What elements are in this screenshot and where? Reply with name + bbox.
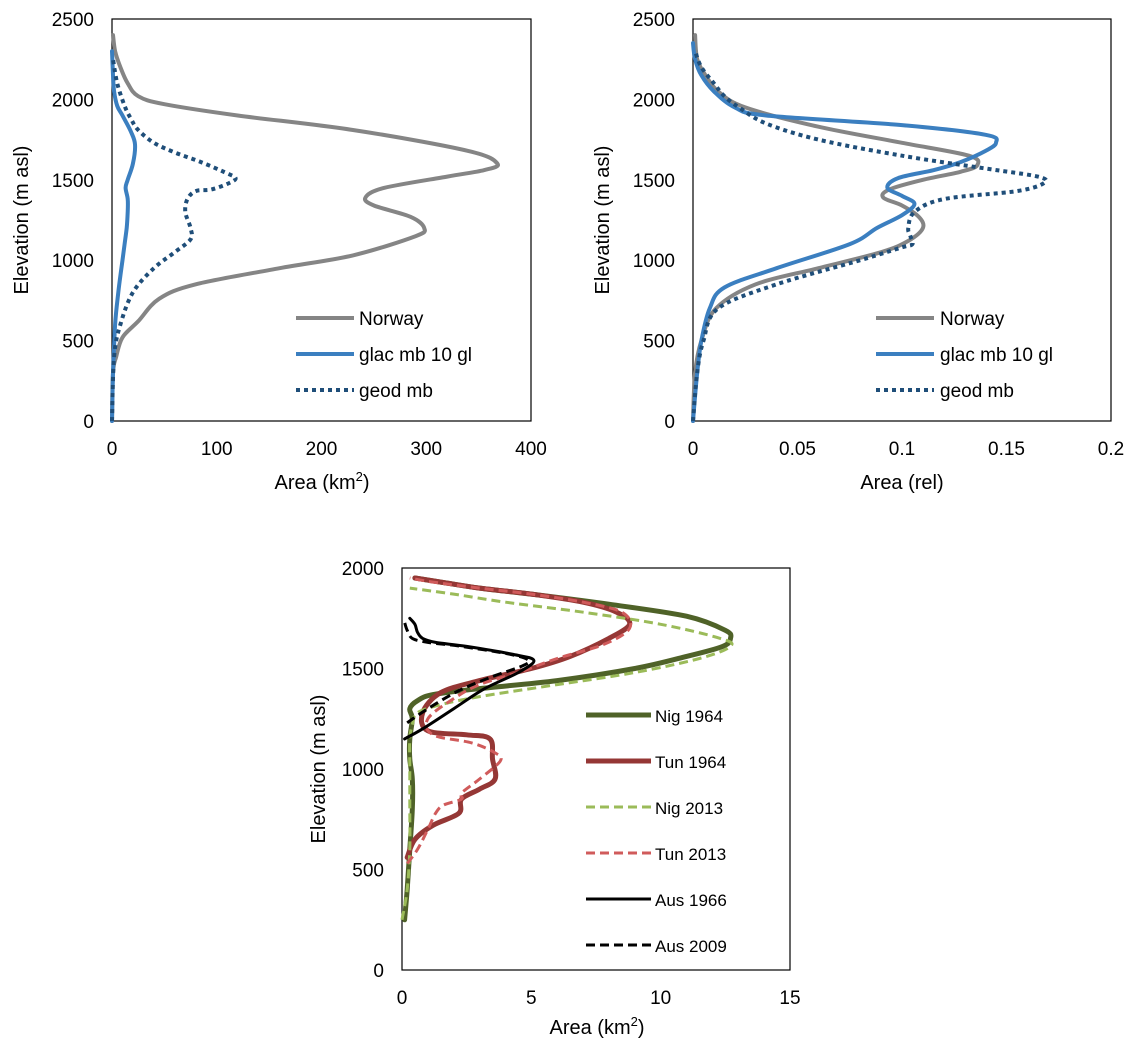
chart-1-yticks: 0 500 1000 1500 2000 2500 bbox=[52, 10, 94, 433]
chart-3-x-tick-label: 15 bbox=[779, 988, 800, 1009]
chart-2-series-norway-line bbox=[691, 33, 981, 423]
chart-2-y-tick-label: 1000 bbox=[633, 251, 675, 272]
chart-3-series bbox=[400, 575, 734, 923]
chart-1-x-tick-label: 100 bbox=[201, 439, 233, 460]
chart-2-series-glac-mb-10-gl-line bbox=[691, 41, 999, 423]
chart-3-y-tick-label: 1000 bbox=[342, 760, 384, 781]
chart-2-y-tick-label: 500 bbox=[643, 332, 675, 353]
chart-2-y-axis-label: Elevation (m asl) bbox=[592, 146, 614, 295]
chart-2-plot-frame bbox=[692, 18, 1112, 422]
chart-1-legend-label: Norway bbox=[359, 309, 424, 330]
chart-1-series-glac-mb-10-gl-line bbox=[110, 49, 138, 423]
chart-3-y-axis-label: Elevation (m asl) bbox=[308, 695, 330, 844]
chart-3-xticks: 0 5 10 15 bbox=[397, 988, 801, 1009]
chart-1-y-tick-label: 0 bbox=[83, 412, 94, 433]
chart-1-y-tick-label: 2000 bbox=[52, 90, 94, 111]
chart-2-y-tick-label: 2500 bbox=[633, 10, 675, 31]
chart-2-x-axis-label: Area (rel) bbox=[860, 472, 943, 494]
chart-1-y-axis-label: Elevation (m asl) bbox=[11, 146, 33, 295]
chart-2-x-tick-label: 0 bbox=[688, 439, 699, 460]
chart-2-x-tick-label: 0.1 bbox=[889, 439, 915, 460]
chart-1-series bbox=[110, 33, 501, 423]
chart-2-x-tick-label: 0.2 bbox=[1098, 439, 1124, 460]
chart-1-y-tick-label: 2500 bbox=[52, 10, 94, 31]
chart-3-series-aus-1966-line bbox=[403, 616, 536, 741]
chart-2-yticks: 0 500 1000 1500 2000 2500 bbox=[633, 10, 675, 433]
chart-1-x-tick-label: 400 bbox=[515, 439, 547, 460]
chart-3-legend-label: Aus 1966 bbox=[655, 891, 727, 910]
chart-2-y-tick-label: 2000 bbox=[633, 90, 675, 111]
chart-2-legend-label: Norway bbox=[940, 309, 1005, 330]
chart-3-legend-label: Nig 2013 bbox=[655, 799, 723, 818]
chart-3-legend-label: Tun 1964 bbox=[655, 753, 726, 772]
chart-3-y-tick-label: 500 bbox=[352, 861, 384, 882]
chart-3-plot-frame bbox=[401, 567, 791, 971]
chart-2-legend-label: geod mb bbox=[940, 381, 1014, 402]
chart-3-legend: Nig 1964 Tun 1964 Nig 2013 Tun 2013 Aus 1966… bbox=[586, 707, 727, 956]
chart-1-y-tick-label: 1500 bbox=[52, 171, 94, 192]
chart-3-y-tick-label: 0 bbox=[373, 961, 384, 982]
chart-2-x-tick-label: 0.05 bbox=[779, 439, 816, 460]
chart-2-series bbox=[691, 33, 1049, 423]
chart-1-x-tick-label: 200 bbox=[306, 439, 338, 460]
chart-1-x-tick-label: 0 bbox=[107, 439, 118, 460]
chart-2-series-geod-mb-line bbox=[691, 50, 1049, 422]
chart-3-x-tick-label: 5 bbox=[526, 988, 537, 1009]
chart-1-x-axis-label: Area (km2) bbox=[274, 469, 369, 494]
chart-3-x-tick-label: 0 bbox=[397, 988, 408, 1009]
chart-2-legend-label: glac mb 10 gl bbox=[940, 345, 1053, 366]
chart-3-legend-label: Aus 2009 bbox=[655, 937, 727, 956]
chart-1-xticks: 0 100 200 300 400 bbox=[107, 439, 547, 460]
chart-3-yticks: 0 500 1000 1500 2000 bbox=[342, 559, 384, 982]
chart-2-legend: Norway glac mb 10 gl geod mb bbox=[876, 309, 1053, 402]
chart-3: 0 5 10 15 0 500 1000 1500 2000 Area (km2) Eleva… bbox=[308, 559, 801, 1039]
chart-2: 0 0.05 0.1 0.15 0.2 0 500 1000 1500 2000 2500 Are… bbox=[592, 10, 1124, 494]
chart-1-plot-frame bbox=[111, 18, 532, 422]
chart-3-series-aus-2009-line bbox=[403, 621, 531, 725]
chart-1-legend-label: geod mb bbox=[359, 381, 433, 402]
chart-3-x-tick-label: 10 bbox=[650, 988, 671, 1009]
chart-3-y-tick-label: 2000 bbox=[342, 559, 384, 580]
chart-2-x-tick-label: 0.15 bbox=[988, 439, 1025, 460]
chart-2-xticks: 0 0.05 0.1 0.15 0.2 bbox=[688, 439, 1125, 460]
chart-2-y-tick-label: 1500 bbox=[633, 171, 675, 192]
chart-3-legend-label: Nig 1964 bbox=[655, 707, 723, 726]
chart-1-series-geod-mb-line bbox=[110, 58, 238, 422]
chart-3-legend-label: Tun 2013 bbox=[655, 845, 726, 864]
chart-1-y-tick-label: 500 bbox=[62, 332, 94, 353]
chart-3-series-nig-2013-line bbox=[400, 586, 734, 921]
chart-3-series-nig-1964-line bbox=[402, 575, 734, 923]
chart-2-y-tick-label: 0 bbox=[664, 412, 675, 433]
chart-3-x-axis-label: Area (km2) bbox=[549, 1014, 644, 1039]
chart-3-series-tun-2013-line bbox=[405, 576, 633, 865]
chart-3-y-tick-label: 1500 bbox=[342, 660, 384, 681]
chart-1-series-norway-line bbox=[110, 33, 501, 423]
chart-1-x-tick-label: 300 bbox=[410, 439, 442, 460]
chart-1-y-tick-label: 1000 bbox=[52, 251, 94, 272]
chart-1: 0 100 200 300 400 0 500 1000 1500 2000 2500 Area … bbox=[11, 10, 547, 494]
chart-1-legend: Norway glac mb 10 gl geod mb bbox=[296, 309, 472, 402]
chart-1-legend-label: glac mb 10 gl bbox=[359, 345, 472, 366]
